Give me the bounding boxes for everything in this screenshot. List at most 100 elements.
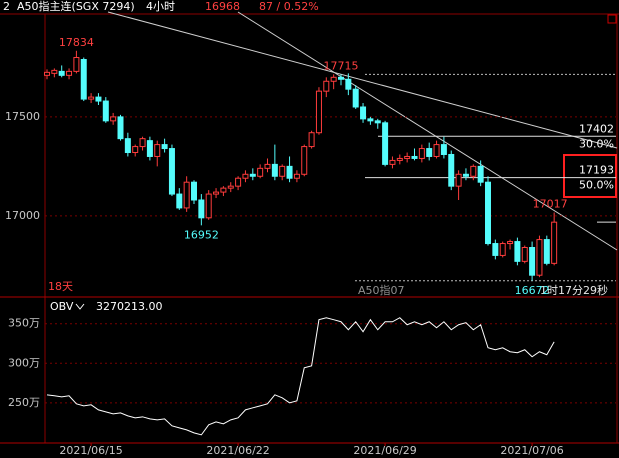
candle-body <box>551 221 558 264</box>
candle-body <box>477 165 484 183</box>
candle-body <box>411 155 418 159</box>
candle-body <box>514 241 521 262</box>
instrument-name: A50指主连(SGX 7294) <box>17 0 135 13</box>
period[interactable]: 4小时 <box>146 0 175 13</box>
candle-body <box>110 116 117 122</box>
extreme-label: 16952 <box>184 228 219 241</box>
trend-line <box>237 11 618 251</box>
candle-body <box>433 144 440 157</box>
candle-body <box>124 138 131 154</box>
candle-body <box>168 148 175 195</box>
trend-line <box>107 11 618 149</box>
candle-body <box>507 241 514 245</box>
candle-body <box>360 106 367 120</box>
x-tick-label: 2021/06/22 <box>206 444 269 457</box>
extreme-label: 17017 <box>533 197 568 210</box>
y-tick-label: 300万 <box>8 356 40 369</box>
candle-body <box>146 140 153 157</box>
panel-number: 2 <box>3 0 10 13</box>
candle-body <box>220 187 227 193</box>
candle-body <box>227 185 234 189</box>
corner-box <box>607 14 617 24</box>
candle-body <box>51 69 58 74</box>
candle-body <box>367 118 374 122</box>
candle-body <box>132 146 139 154</box>
candle-body <box>88 96 95 100</box>
days-label: 18天 <box>48 280 73 293</box>
candle-body <box>521 247 528 262</box>
level-price: 17402 <box>579 122 614 135</box>
x-tick-label: 2021/07/06 <box>500 444 563 457</box>
countdown: 1时17分29秒 <box>540 283 608 297</box>
candle-body <box>80 58 87 100</box>
candle-body <box>315 90 322 134</box>
candle-body <box>543 239 550 264</box>
last-price: 16968 <box>205 0 240 13</box>
candle-body <box>470 165 477 177</box>
indicator-dropdown[interactable] <box>75 303 85 310</box>
candle-body <box>242 173 249 179</box>
extreme-label: 17834 <box>59 36 94 49</box>
candle-body <box>117 116 124 140</box>
candle-body <box>485 181 491 245</box>
candle-body <box>249 173 256 177</box>
extreme-label: 17715 <box>324 59 359 72</box>
candle-body <box>338 76 344 80</box>
y-tick-label: 250万 <box>8 396 40 409</box>
candle-body <box>301 146 308 175</box>
candle-body <box>382 122 389 165</box>
candle-body <box>323 80 330 92</box>
candle-body <box>462 173 469 177</box>
candle-body <box>499 243 506 256</box>
candle-body <box>279 165 286 177</box>
level-ratio: 30.0% <box>579 137 614 150</box>
candle-body <box>293 173 300 179</box>
candle-body <box>536 239 543 276</box>
candle-body <box>183 181 190 209</box>
candle-body <box>529 247 536 276</box>
candle-body <box>286 165 293 179</box>
level-price: 17193 <box>579 164 614 177</box>
candle-body <box>455 173 462 187</box>
candle-body <box>44 71 50 76</box>
candle-body <box>95 96 102 102</box>
candle-body <box>308 132 315 148</box>
candle-body <box>102 100 109 122</box>
highlight-box <box>563 154 617 198</box>
candle-body <box>139 138 146 148</box>
candle-body <box>154 144 161 157</box>
candle-body <box>426 148 433 157</box>
candle-body <box>345 78 352 90</box>
extreme-label: 16672 <box>515 284 550 297</box>
candle-body <box>66 70 73 76</box>
candle-body <box>440 144 447 155</box>
candle-body <box>389 159 396 165</box>
candle-body <box>352 88 359 108</box>
candle-body <box>448 153 455 187</box>
indicator-value: 3270213.00 <box>96 300 162 313</box>
candle-body <box>404 155 411 159</box>
candle-body <box>235 177 242 187</box>
candle-body <box>198 199 205 219</box>
candle-body <box>161 144 168 150</box>
candle-body <box>176 193 183 209</box>
indicator-name[interactable]: OBV <box>50 300 74 313</box>
candle-body <box>257 167 264 177</box>
y-tick-label: 350万 <box>8 317 40 330</box>
x-tick-label: 2021/06/29 <box>353 444 416 457</box>
candle-body <box>58 70 65 76</box>
level-ratio: 50.0% <box>579 179 614 192</box>
candle-body <box>418 148 425 159</box>
candle-body <box>330 76 337 82</box>
candle-body <box>374 120 381 124</box>
change: 87 / 0.52% <box>259 0 319 13</box>
candle-body <box>205 193 212 219</box>
candle-body <box>492 243 499 256</box>
candle-body <box>264 163 271 169</box>
obv-line <box>46 317 555 436</box>
candle-body <box>271 163 278 177</box>
candle-body <box>73 57 80 72</box>
y-tick-label: 17500 <box>5 110 40 123</box>
candle-body <box>396 157 403 161</box>
